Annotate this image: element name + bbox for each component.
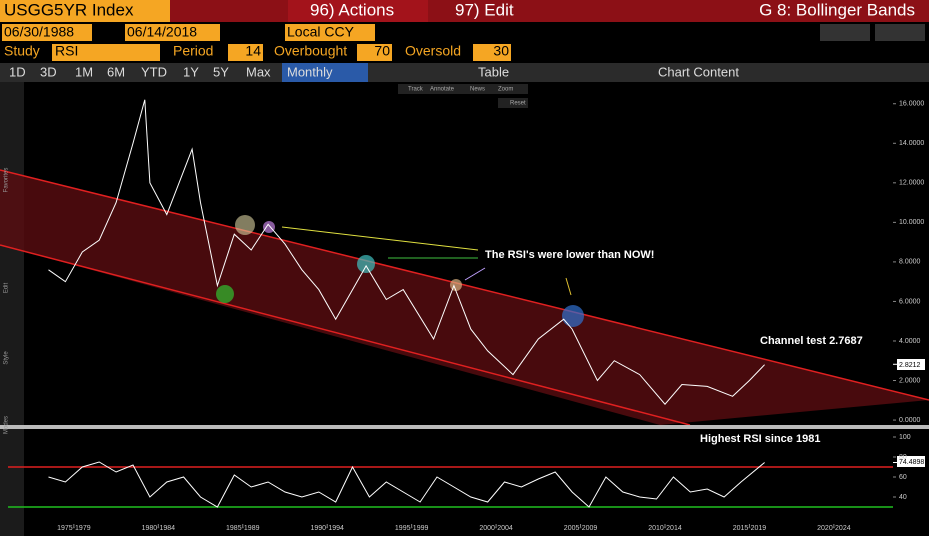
actions-menu[interactable] [288, 0, 428, 22]
last-price-box [897, 359, 925, 370]
x-tick-label: 1990-1994 [310, 525, 344, 532]
undo-button[interactable] [820, 24, 870, 41]
chart-tool[interactable]: Track [408, 87, 424, 93]
y-tick-label: 60 [899, 474, 907, 481]
chart-tool[interactable]: Reset [510, 101, 526, 107]
channel-band [0, 170, 929, 425]
y-tick-label: 2.0000 [899, 377, 921, 384]
highlight [357, 255, 375, 273]
end-date: 06/14/2018 [127, 24, 197, 40]
last-rsi: 74.4898 [899, 459, 924, 466]
y-tick-label: 4.0000 [899, 338, 921, 345]
x-tick-label: 1995-1999 [395, 525, 429, 532]
side-toolbar [0, 82, 24, 536]
ticker: USGG5YR Index [4, 0, 134, 19]
tab[interactable]: Monthly [287, 64, 333, 79]
tab[interactable]: Chart Content [658, 64, 739, 79]
period-field[interactable] [228, 44, 263, 61]
chart-tool[interactable]: News [470, 87, 485, 93]
panel-divider [0, 425, 929, 429]
chart-tool[interactable]: Zoom [498, 87, 513, 93]
period-label: Period [173, 43, 213, 59]
ticker-field[interactable] [0, 0, 170, 22]
start-date-field[interactable] [2, 24, 92, 41]
tab[interactable]: Table [478, 64, 509, 79]
arrow [281, 226, 479, 251]
last-rsi-box [897, 456, 925, 467]
actions[interactable]: 96) Actions [310, 0, 394, 19]
chart-tools [398, 84, 528, 94]
tab[interactable]: 6M [107, 64, 125, 79]
y-tick-label: 40 [899, 494, 907, 501]
tab[interactable]: 1D [9, 64, 26, 79]
header-title: G 8: Bollinger Bands [759, 0, 915, 19]
x-tick-label: 2015-2019 [733, 525, 767, 532]
overbought-label: Overbought [274, 43, 347, 59]
study: RSI [55, 43, 78, 59]
side-label: Favorites [4, 168, 10, 193]
currency-field[interactable] [285, 24, 375, 41]
y-tick-label: 0.0000 [899, 417, 921, 424]
tab[interactable]: 3D [40, 64, 57, 79]
arrow [464, 267, 486, 281]
annotation: Highest RSI since 1981 [700, 433, 820, 445]
highlight [216, 285, 234, 303]
header-bar [0, 0, 929, 22]
x-tick-label: 1980-1984 [142, 525, 176, 532]
tab[interactable]: YTD [141, 64, 167, 79]
series-line [48, 99, 765, 405]
highlight [562, 305, 584, 327]
side-label: Style [4, 351, 10, 365]
x-tick-label: 2020-2024 [817, 525, 851, 532]
start-date: 06/30/1988 [4, 24, 74, 40]
y-tick-label: 8.0000 [899, 259, 921, 266]
y-tick-label: 80 [899, 454, 907, 461]
edit-menu[interactable]: 97) Edit [455, 0, 514, 19]
study-field[interactable] [52, 44, 160, 61]
highlight [235, 215, 255, 235]
highlight [450, 279, 462, 291]
oversold-field[interactable] [473, 44, 511, 61]
side-label: Edit [4, 283, 10, 294]
x-tick-label: 1985-1989 [226, 525, 260, 532]
y-tick-label: 6.0000 [899, 298, 921, 305]
annotation: Channel test 2.7687 [760, 335, 863, 347]
selected-tab [282, 63, 368, 82]
tab[interactable]: Max [246, 64, 271, 79]
annotation: The RSI's were lower than NOW! [485, 249, 654, 261]
period: 14 [245, 43, 261, 59]
reset-button[interactable] [498, 98, 528, 108]
y-tick-label: 16.0000 [899, 101, 924, 108]
arrow [565, 277, 572, 296]
series-line [48, 461, 765, 508]
chart-tool[interactable]: Annotate [430, 87, 455, 93]
x-tick-label: 1975-1979 [57, 525, 91, 532]
channel-upper [0, 169, 929, 401]
y-tick-label: 12.0000 [899, 180, 924, 187]
tab-bar [0, 63, 929, 82]
y-tick-label: 10.0000 [899, 219, 924, 226]
y-tick-label: 100 [899, 434, 911, 441]
tab[interactable]: 1M [75, 64, 93, 79]
oversold-label: Oversold [405, 43, 461, 59]
tab[interactable]: 5Y [213, 64, 229, 79]
x-tick-label: 2000-2004 [479, 525, 513, 532]
channel-lower [0, 244, 691, 426]
x-tick-label: 2010-2014 [648, 525, 682, 532]
side-label: Modes [4, 416, 10, 434]
last-price: 2.8212 [899, 362, 921, 369]
y-tick-label: 14.0000 [899, 140, 924, 147]
x-tick-label: 2005-2009 [564, 525, 598, 532]
study-label: Study [4, 43, 40, 59]
overbought-field[interactable] [357, 44, 392, 61]
oversold: 30 [493, 43, 509, 59]
redo-button[interactable] [875, 24, 925, 41]
highlight [263, 221, 275, 233]
tab[interactable]: 1Y [183, 64, 199, 79]
end-date-field[interactable] [125, 24, 220, 41]
overbought: 70 [374, 43, 390, 59]
currency: Local CCY [287, 24, 355, 40]
